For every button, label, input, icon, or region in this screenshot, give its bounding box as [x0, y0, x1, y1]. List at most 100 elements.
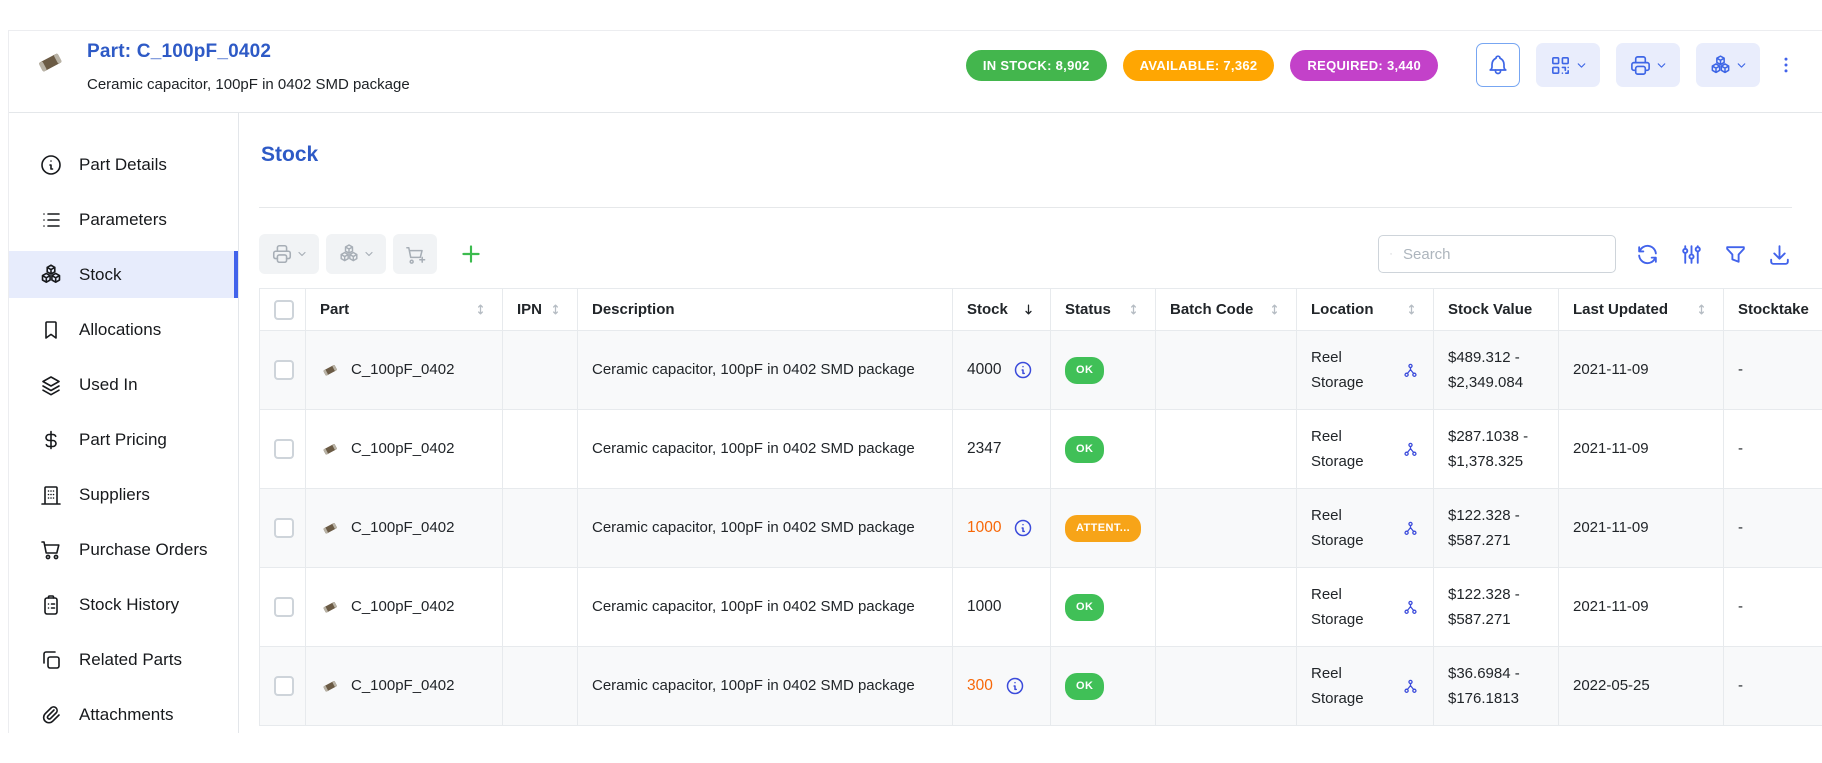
sort-icon[interactable] [1404, 302, 1419, 317]
sort-icon[interactable] [1267, 302, 1282, 317]
required-badge: REQUIRED: 3,440 [1290, 50, 1438, 81]
column-header-stocktake: Stocktake [1724, 289, 1822, 331]
part-link[interactable]: C_100pF_0402 [351, 673, 454, 699]
table-row[interactable]: C_100pF_0402 Ceramic capacitor, 100pF in… [260, 331, 1822, 410]
chevron-down-icon [296, 248, 308, 260]
column-header-location[interactable]: Location [1297, 289, 1434, 331]
row-checkbox[interactable] [274, 439, 294, 459]
sort-icon[interactable] [473, 302, 488, 317]
add-stock-button[interactable] [458, 241, 484, 267]
info-icon[interactable] [1013, 360, 1033, 380]
search-input[interactable] [1401, 245, 1604, 264]
column-header-last-updated[interactable]: Last Updated [1559, 289, 1724, 331]
sidebar-item-related-parts[interactable]: Related Parts [9, 636, 238, 683]
subscribe-button[interactable] [1476, 43, 1520, 87]
copy-icon [39, 648, 63, 672]
sidebar-item-allocations[interactable]: Allocations [9, 306, 238, 353]
sidebar-item-stock-history[interactable]: Stock History [9, 581, 238, 628]
part-link[interactable]: C_100pF_0402 [351, 594, 454, 620]
location-link[interactable]: Reel Storage [1311, 503, 1396, 554]
table-row[interactable]: C_100pF_0402 Ceramic capacitor, 100pF in… [260, 568, 1822, 647]
sidebar-item-used-in[interactable]: Used In [9, 361, 238, 408]
part-sidebar: Part Details Parameters Stock Allocation… [9, 113, 239, 733]
part-thumbnail [320, 360, 340, 380]
adjustments-icon[interactable] [1679, 242, 1704, 267]
more-actions-button[interactable] [1776, 43, 1796, 87]
capacitor-image [35, 47, 65, 77]
stock-value-cell: $287.1038 - $1,378.325 [1434, 410, 1559, 489]
sidebar-item-attachments[interactable]: Attachments [9, 691, 238, 733]
packages-icon [39, 263, 63, 287]
clipboard-list-icon [39, 593, 63, 617]
list-icon [39, 208, 63, 232]
filter-icon[interactable] [1723, 242, 1748, 267]
stock-operations-button[interactable] [326, 234, 386, 274]
description-cell: Ceramic capacitor, 100pF in 0402 SMD pac… [578, 410, 953, 489]
location-link[interactable]: Reel Storage [1311, 345, 1396, 396]
sidebar-item-label: Stock [79, 265, 122, 285]
packages-icon [338, 243, 360, 265]
row-checkbox[interactable] [274, 360, 294, 380]
column-header-part[interactable]: Part [306, 289, 503, 331]
sidebar-item-parameters[interactable]: Parameters [9, 196, 238, 243]
column-header-ipn[interactable]: IPN [503, 289, 578, 331]
refresh-icon[interactable] [1635, 242, 1660, 267]
sidebar-item-label: Stock History [79, 595, 179, 615]
last-updated-cell: 2022-05-25 [1559, 647, 1724, 726]
building-icon [39, 483, 63, 507]
cart-plus-icon [404, 243, 427, 266]
sort-descending-icon[interactable] [1021, 302, 1036, 317]
sidebar-item-part-pricing[interactable]: Part Pricing [9, 416, 238, 463]
status-badge: OK [1065, 357, 1104, 384]
sidebar-item-label: Allocations [79, 320, 161, 340]
status-badge: OK [1065, 594, 1104, 621]
row-checkbox[interactable] [274, 676, 294, 696]
packages-icon [1709, 54, 1732, 77]
batch-code-cell [1156, 489, 1297, 568]
stock-table: Part IPN Description Stock Status Batch … [259, 288, 1822, 726]
batch-code-cell [1156, 647, 1297, 726]
table-row[interactable]: C_100pF_0402 Ceramic capacitor, 100pF in… [260, 410, 1822, 489]
stock-actions-button[interactable] [1696, 43, 1760, 87]
stack-icon [39, 373, 63, 397]
part-description: Ceramic capacitor, 100pF in 0402 SMD pac… [87, 76, 410, 93]
sidebar-item-purchase-orders[interactable]: Purchase Orders [9, 526, 238, 573]
location-link[interactable]: Reel Storage [1311, 661, 1396, 712]
barcode-actions-button[interactable] [1536, 43, 1600, 87]
sort-icon[interactable] [1694, 302, 1709, 317]
part-link[interactable]: C_100pF_0402 [351, 515, 454, 541]
part-thumbnail [320, 518, 340, 538]
download-icon[interactable] [1767, 242, 1792, 267]
location-link[interactable]: Reel Storage [1311, 582, 1396, 633]
app-frame: Part: C_100pF_0402 Ceramic capacitor, 10… [8, 30, 1822, 733]
part-link[interactable]: C_100pF_0402 [351, 436, 454, 462]
sort-icon[interactable] [548, 302, 563, 317]
part-link[interactable]: C_100pF_0402 [351, 357, 454, 383]
column-header-status[interactable]: Status [1051, 289, 1156, 331]
row-checkbox[interactable] [274, 518, 294, 538]
table-row[interactable]: C_100pF_0402 Ceramic capacitor, 100pF in… [260, 489, 1822, 568]
bookmark-icon [39, 318, 63, 342]
sidebar-item-suppliers[interactable]: Suppliers [9, 471, 238, 518]
sidebar-item-stock[interactable]: Stock [9, 251, 238, 298]
part-thumbnail [320, 597, 340, 617]
select-all-header [260, 289, 306, 331]
print-actions-button[interactable] [1616, 43, 1680, 87]
sidebar-item-part-details[interactable]: Part Details [9, 141, 238, 188]
stock-value-cell: $489.312 - $2,349.084 [1434, 331, 1559, 410]
select-all-checkbox[interactable] [274, 300, 294, 320]
sitemap-icon [1402, 362, 1419, 379]
available-badge: AVAILABLE: 7,362 [1123, 50, 1275, 81]
sort-icon[interactable] [1126, 302, 1141, 317]
column-header-stock[interactable]: Stock [953, 289, 1051, 331]
info-icon[interactable] [1013, 518, 1033, 538]
location-link[interactable]: Reel Storage [1311, 424, 1396, 475]
column-header-batch-code[interactable]: Batch Code [1156, 289, 1297, 331]
row-checkbox[interactable] [274, 597, 294, 617]
stock-value-cell: $122.328 - $587.271 [1434, 568, 1559, 647]
part-thumbnail[interactable] [35, 47, 65, 77]
info-icon[interactable] [1005, 676, 1025, 696]
table-row[interactable]: C_100pF_0402 Ceramic capacitor, 100pF in… [260, 647, 1822, 726]
order-stock-button[interactable] [393, 234, 437, 274]
print-selected-button[interactable] [259, 234, 319, 274]
